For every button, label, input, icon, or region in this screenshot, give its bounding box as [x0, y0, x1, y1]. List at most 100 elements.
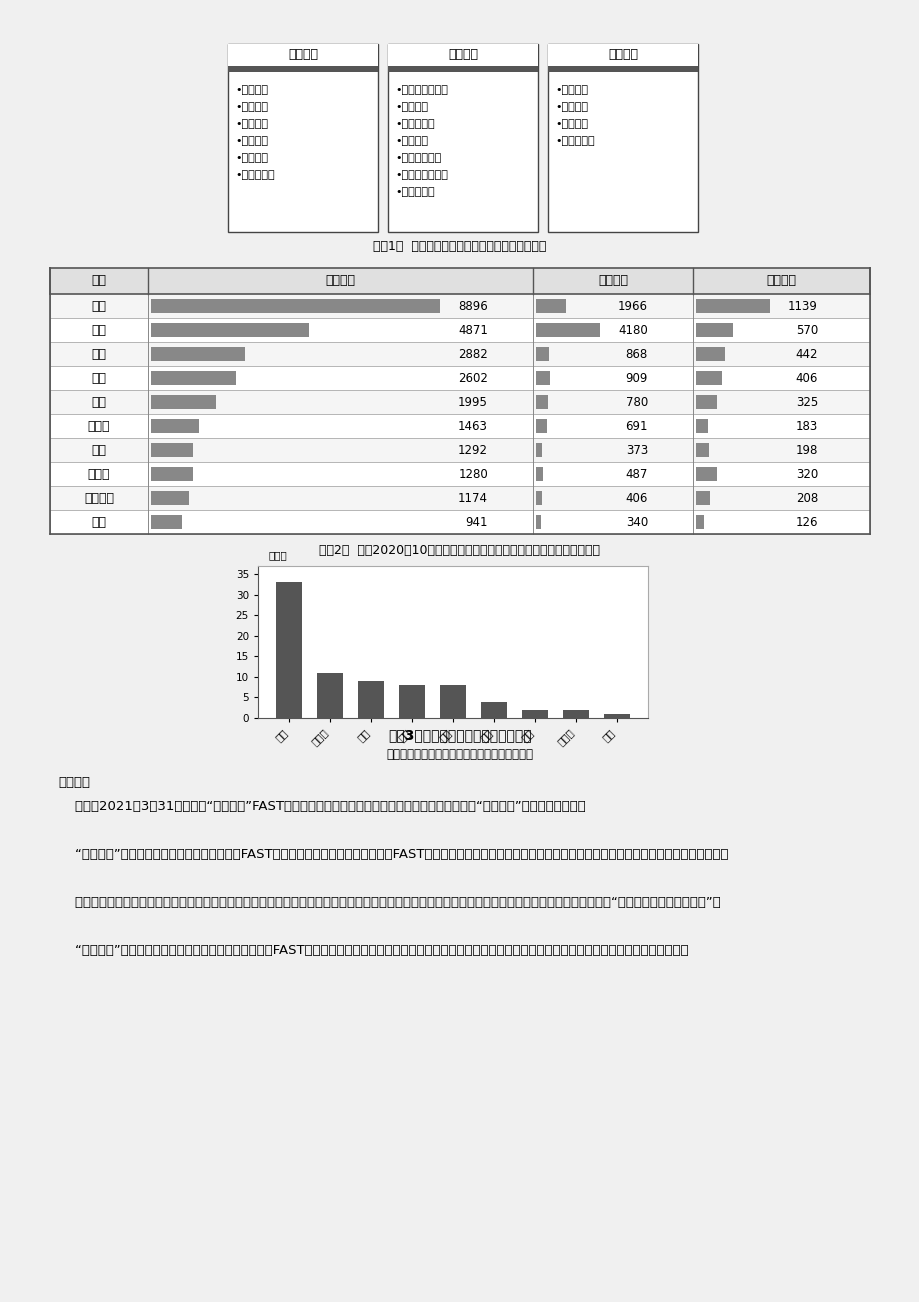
Bar	[696, 371, 721, 385]
Text: 法国: 法国	[91, 444, 107, 457]
Text: •人工智能: •人工智能	[234, 154, 267, 163]
Bar	[536, 467, 543, 480]
Text: 1292: 1292	[458, 444, 487, 457]
Bar	[548, 66, 698, 72]
Text: 442: 442	[795, 348, 817, 361]
Bar	[151, 419, 199, 434]
Text: 2602: 2602	[458, 371, 487, 384]
Text: •引力场探测: •引力场探测	[394, 118, 434, 129]
Bar	[276, 582, 302, 717]
Text: 量子计算: 量子计算	[288, 48, 318, 61]
Text: 8896: 8896	[458, 299, 487, 312]
Text: •高精度频谱分析: •高精度频谱分析	[394, 85, 448, 95]
Bar	[398, 685, 425, 717]
Text: 量子通信: 量子通信	[597, 275, 628, 288]
Text: 208: 208	[795, 491, 817, 504]
Text: •大气与环境检测: •大气与环境检测	[394, 171, 448, 180]
Bar	[536, 371, 550, 385]
Text: 德国: 德国	[91, 348, 107, 361]
Text: 1966: 1966	[618, 299, 647, 312]
Text: 1280: 1280	[458, 467, 487, 480]
Bar	[696, 323, 732, 337]
Text: 1139: 1139	[788, 299, 817, 312]
Text: 406: 406	[625, 491, 647, 504]
Text: •分子化学: •分子化学	[234, 135, 267, 146]
Text: 4871: 4871	[458, 323, 487, 336]
Text: •航空航天: •航空航天	[234, 102, 267, 112]
Text: 406: 406	[795, 371, 817, 384]
Bar	[50, 342, 869, 366]
Text: 487: 487	[625, 467, 647, 480]
Text: 1463: 1463	[458, 419, 487, 432]
Text: 373: 373	[625, 444, 647, 457]
Bar	[696, 419, 707, 434]
Text: 图表2：  截至2020年10月全球量子信息技术各领域论文发文量以及国家排序: 图表2： 截至2020年10月全球量子信息技术各领域论文发文量以及国家排序	[319, 544, 600, 557]
Text: 北京时2021年3月31日零点，“中国天眼”FAST向全世界天文学家发出邀约，征集观测申请。这标志着“中国天眼”正式对全球开放。: 北京时2021年3月31日零点，“中国天眼”FAST向全世界天文学家发出邀约，征…	[58, 799, 585, 812]
Text: 图表3：各国量子计算领域的企业数量: 图表3：各国量子计算领域的企业数量	[388, 728, 531, 742]
Text: 新时代中国科技蓬勃发展，自主创新与开放创新相輔相成。发展科学技术必须具有全球视野，自主创新是开放环境下的创新，绝不能关起门来搞，而是要“聚四海之气、借八方之力”: 新时代中国科技蓬勃发展，自主创新与开放创新相輔相成。发展科学技术必须具有全球视野…	[58, 896, 720, 909]
Text: •科研安全等: •科研安全等	[554, 135, 594, 146]
Bar	[151, 516, 181, 529]
Bar	[548, 44, 698, 66]
Bar	[480, 702, 506, 717]
Bar	[50, 268, 869, 294]
Bar	[603, 713, 630, 717]
Bar	[50, 294, 869, 318]
Text: 国家: 国家	[91, 275, 107, 288]
Bar	[151, 443, 193, 457]
Bar	[548, 44, 698, 232]
Text: •目标识别等: •目标识别等	[394, 187, 434, 197]
Bar	[696, 516, 703, 529]
Bar	[228, 66, 378, 72]
Bar	[357, 681, 384, 717]
Bar	[536, 348, 549, 361]
Text: •磁场探测: •磁场探测	[394, 102, 427, 112]
Text: 英国: 英国	[91, 396, 107, 409]
Bar	[388, 44, 538, 232]
Bar	[151, 395, 216, 409]
Text: 320: 320	[795, 467, 817, 480]
Bar	[50, 486, 869, 510]
Text: 183: 183	[795, 419, 817, 432]
Text: 意大利: 意大利	[87, 467, 110, 480]
Bar	[696, 491, 709, 505]
Bar	[228, 44, 378, 232]
Text: 691: 691	[625, 419, 647, 432]
Bar	[536, 323, 599, 337]
Text: （图表数据中国信息通信研究院知识产权中心）: （图表数据中国信息通信研究院知识产权中心）	[386, 749, 533, 760]
Text: “中国天眼”的开放，建立在人类命运共同体的共识上。FAST对全球天文学家的正式开放，将给世界天文学界提供更多的观测条件，为构建人类命运共同体贡献中国智慧。: “中国天眼”的开放，建立在人类命运共同体的共识上。FAST对全球天文学家的正式开…	[58, 944, 688, 957]
Text: 印度: 印度	[91, 516, 107, 529]
Bar	[228, 44, 378, 66]
Bar	[696, 467, 716, 480]
Text: •交通规划: •交通规划	[234, 85, 267, 95]
Bar	[696, 395, 716, 409]
Text: 4180: 4180	[618, 323, 647, 336]
Bar	[50, 510, 869, 534]
Bar	[388, 44, 538, 66]
Text: 780: 780	[625, 396, 647, 409]
Text: 日本: 日本	[91, 371, 107, 384]
Text: 1995: 1995	[458, 396, 487, 409]
Text: •超高分辨成像: •超高分辨成像	[394, 154, 441, 163]
Text: 量子测量: 量子测量	[448, 48, 478, 61]
Bar	[388, 66, 538, 72]
Bar	[536, 395, 548, 409]
Text: 1174: 1174	[458, 491, 487, 504]
Text: 量子计算: 量子计算	[325, 275, 355, 288]
Text: 量子测量: 量子测量	[766, 275, 796, 288]
Text: 材料三：: 材料三：	[58, 776, 90, 789]
Bar	[151, 491, 189, 505]
Bar	[521, 710, 548, 717]
Text: 570: 570	[795, 323, 817, 336]
Text: 325: 325	[795, 396, 817, 409]
Bar	[536, 419, 546, 434]
Text: 941: 941	[465, 516, 487, 529]
Bar	[696, 348, 724, 361]
Text: 美国: 美国	[91, 299, 107, 312]
Text: （个）: （个）	[268, 549, 287, 560]
Bar	[151, 467, 192, 480]
Text: 126: 126	[795, 516, 817, 529]
Bar	[439, 685, 466, 717]
Bar	[316, 673, 343, 717]
Bar	[50, 437, 869, 462]
